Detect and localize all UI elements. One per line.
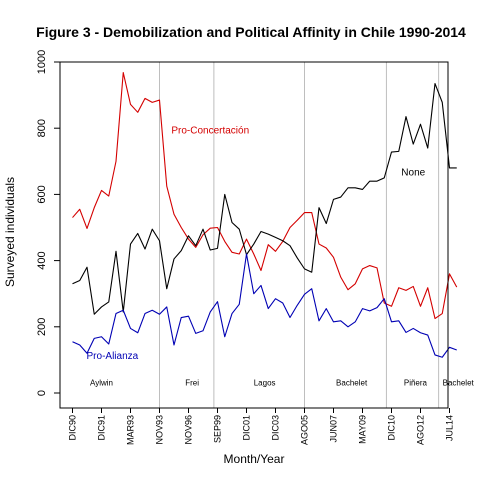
era-divider-lines — [159, 62, 440, 408]
plot-border — [59, 61, 449, 409]
x-axis: DIC90 DIC91 MAR93 NOV93 NOV96 SEP99 DIC01 DIC03… — [68, 408, 455, 445]
y-axis-label: Surveyed individuals — [3, 177, 17, 287]
x-tick-label: SEP99 — [213, 415, 223, 443]
x-tick-label: AGO05 — [300, 415, 310, 445]
era-label: Aylwin — [90, 379, 113, 388]
y-tick-label: 400 — [36, 251, 48, 269]
era-label: Bachelet — [336, 379, 368, 388]
x-tick-label: MAR93 — [126, 415, 136, 445]
x-tick-label: DIC91 — [97, 415, 107, 441]
x-axis-label: Month/Year — [224, 452, 285, 466]
series-line-pro-concertacion — [72, 72, 458, 320]
y-tick-label: 1000 — [36, 50, 48, 74]
x-tick-label: DIC01 — [242, 415, 252, 441]
chart-title: Figure 3 - Demobilization and Political … — [36, 24, 466, 40]
x-tick-label: DIC10 — [387, 415, 397, 441]
y-tick-label: 800 — [36, 119, 48, 137]
y-tick-label: 0 — [36, 390, 48, 396]
x-tick-label: NOV93 — [155, 415, 165, 445]
era-label: Lagos — [254, 379, 276, 388]
x-tick-label: JUN07 — [329, 415, 339, 443]
series-line-none — [72, 82, 457, 315]
era-labels: Aylwin Frei Lagos Bachelet Piñera Bachelet — [90, 379, 475, 388]
x-tick-label: DIC90 — [68, 415, 78, 441]
era-label: Frei — [185, 379, 199, 388]
x-tick-label: MAY09 — [358, 415, 368, 444]
series-line-pro-alianza — [72, 253, 457, 358]
series-labels: Pro-Concertación None Pro-Alianza — [87, 125, 426, 362]
series-label: Pro-Alianza — [87, 351, 139, 362]
plot-frame — [59, 61, 449, 409]
y-tick-label: 200 — [36, 318, 48, 336]
x-tick-label: AGO12 — [416, 415, 426, 445]
x-tick-label: NOV96 — [184, 415, 194, 445]
y-axis: 0 200 400 600 800 1000 — [36, 50, 60, 396]
x-tick-label: JUL14 — [445, 415, 455, 441]
series-label: Pro-Concertación — [171, 125, 249, 136]
series-lines — [72, 72, 458, 358]
era-label: Piñera — [404, 379, 428, 388]
series-label: None — [401, 167, 425, 178]
x-tick-label: DIC03 — [271, 415, 281, 441]
era-label: Bachelet — [443, 379, 475, 388]
y-tick-label: 600 — [36, 185, 48, 203]
